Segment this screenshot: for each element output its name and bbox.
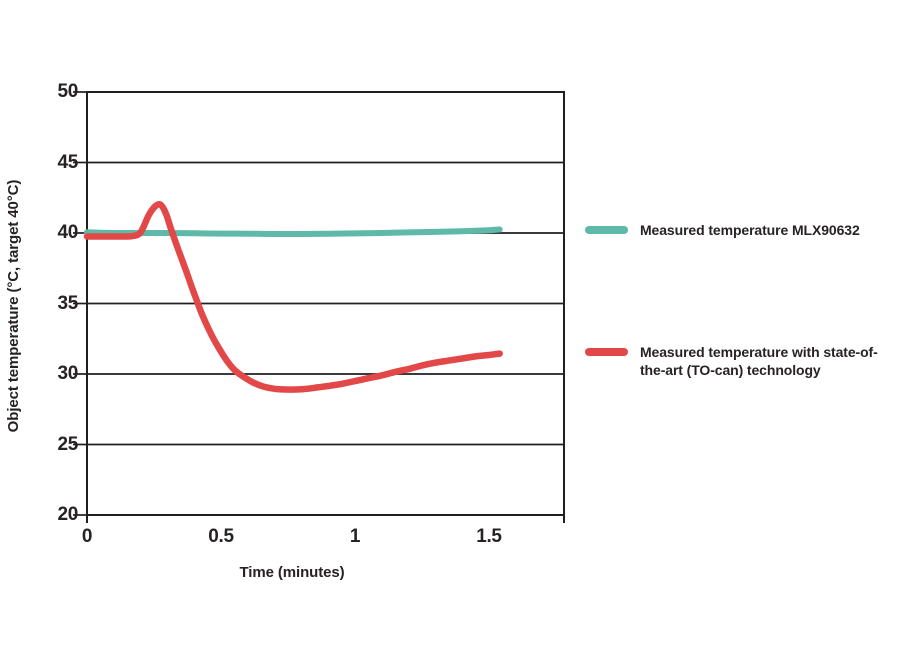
- legend-label: Measured temperature MLX90632: [640, 222, 860, 238]
- y-tick-label: 35: [57, 292, 78, 314]
- y-tick-label: 45: [57, 151, 78, 173]
- x-tick-label: 0.5: [208, 526, 234, 547]
- x-axis-title: Time (minutes): [239, 564, 345, 581]
- legend-item-mlx90632: Measured temperature MLX90632: [585, 221, 890, 239]
- y-tick-label: 25: [57, 433, 78, 455]
- series-line: [84, 226, 503, 237]
- legend-label: Measured temperature with state-of-the-a…: [640, 344, 878, 378]
- y-tick-label: 20: [57, 504, 78, 525]
- x-tick-label: 0: [81, 526, 93, 547]
- x-tick-label: 1: [349, 526, 361, 547]
- legend-swatch-red-icon: [585, 348, 628, 356]
- series-line: [83, 200, 503, 393]
- legend-swatch-teal-icon: [585, 226, 628, 234]
- y-axis-title: Object temperature (°C, target 40°C): [5, 179, 22, 433]
- x-tick-label: 1.5: [476, 526, 502, 547]
- y-tick-label: 30: [57, 363, 78, 384]
- y-tick-label: 50: [57, 81, 78, 102]
- legend-item-to-can: Measured temperature with state-of-the-a…: [585, 343, 880, 379]
- y-tick-label: 40: [57, 222, 78, 243]
